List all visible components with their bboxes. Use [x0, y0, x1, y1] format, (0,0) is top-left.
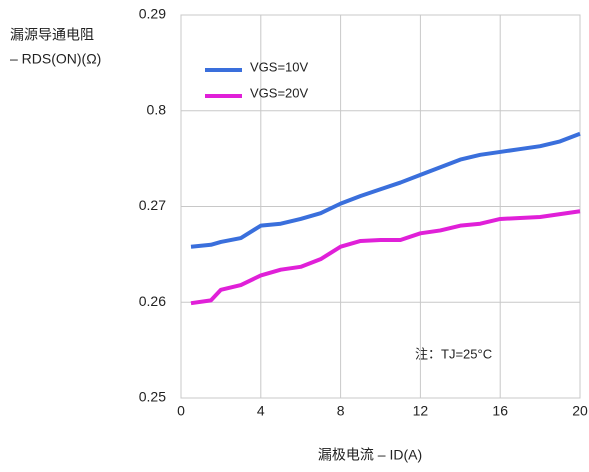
data-line — [190, 209, 581, 306]
legend-label: VGS=10V — [250, 59, 309, 74]
legend-label: VGS=20V — [250, 85, 309, 100]
x-axis-title: 漏极电流 – ID(A) — [318, 447, 422, 463]
y-tick-label: 0.27 — [139, 197, 166, 213]
plot-frame — [180, 14, 581, 399]
data-line — [190, 131, 581, 249]
y-tick-label: 0.8 — [147, 101, 167, 117]
y-tick-label: 0.25 — [139, 389, 166, 405]
x-tick-label: 0 — [177, 403, 185, 419]
x-tick-label: 12 — [413, 403, 429, 419]
x-tick-label: 16 — [492, 403, 508, 419]
x-tick-label: 4 — [257, 403, 265, 419]
annotation: 注：TJ=25°C — [415, 346, 492, 361]
y-axis-title: – RDS(ON)(Ω) — [10, 51, 101, 67]
x-tick-label: 8 — [337, 403, 345, 419]
y-axis-title: 漏源导通电阻 — [10, 27, 94, 43]
y-tick-label: 0.29 — [139, 6, 166, 22]
x-tick-label: 20 — [572, 403, 588, 419]
y-tick-label: 0.26 — [139, 293, 166, 309]
